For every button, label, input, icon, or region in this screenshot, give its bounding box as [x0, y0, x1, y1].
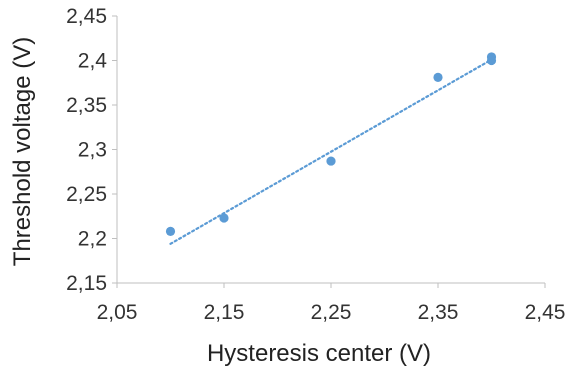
- y-tick-label: 2,2: [78, 228, 107, 251]
- y-tick-label: 2,3: [78, 139, 107, 162]
- data-point: [486, 55, 497, 66]
- x-tick-label: 2,05: [97, 301, 138, 324]
- x-tick-labels: 2,05 2,15 2,25 2,35 2,45: [97, 301, 566, 324]
- data-point: [165, 226, 176, 236]
- x-axis-title: Hysteresis center (V): [207, 340, 431, 367]
- data-points: [165, 52, 497, 236]
- data-point: [326, 156, 336, 166]
- trendline-group: [169, 58, 493, 245]
- y-tick-label: 2,35: [66, 94, 107, 117]
- y-axis-title: Threshold voltage (V): [9, 37, 36, 266]
- x-tick-label: 2,35: [418, 301, 459, 324]
- y-tick-label: 2,45: [66, 5, 107, 28]
- axes: [112, 15, 546, 288]
- linear-trendline: [169, 58, 493, 245]
- x-tick-label: 2,15: [204, 301, 245, 324]
- y-tick-label: 2,15: [66, 272, 107, 295]
- x-tick-label: 2,45: [525, 301, 566, 324]
- y-tick-label: 2,25: [66, 183, 107, 206]
- data-point: [433, 72, 443, 83]
- y-tick-label: 2,4: [78, 50, 108, 73]
- y-tick-labels: 2,15 2,2 2,25 2,3 2,35 2,4 2,45: [66, 5, 107, 295]
- x-tick-label: 2,25: [311, 301, 352, 324]
- data-point: [219, 213, 229, 223]
